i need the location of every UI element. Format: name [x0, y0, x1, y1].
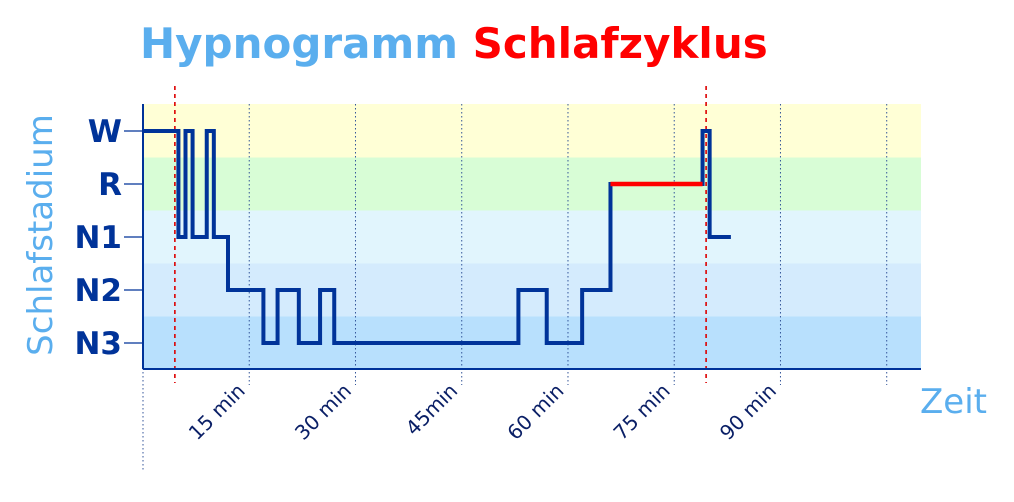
x-tick-label: 45min — [401, 379, 463, 441]
stage-label-w: W — [88, 114, 122, 150]
x-axis-label: Zeit — [920, 382, 987, 422]
x-tick-label: 75 min — [609, 379, 675, 445]
y-axis-label: Schlafstadium — [21, 114, 61, 356]
x-tick-label: 60 min — [502, 379, 568, 445]
band-r — [143, 157, 921, 211]
title-hypnogramm: Hypnogramm — [140, 19, 458, 68]
stage-bands — [143, 104, 921, 369]
chart-title: Hypnogramm Schlafzyklus — [140, 19, 768, 68]
stage-label-n2: N2 — [74, 273, 122, 309]
axes — [124, 104, 921, 370]
x-tick-label: 30 min — [290, 379, 356, 445]
band-w — [143, 104, 921, 158]
stage-label-r: R — [98, 167, 122, 203]
band-n3 — [143, 316, 921, 369]
x-tick-label: 90 min — [715, 379, 781, 445]
hypnogram-series — [143, 129, 731, 345]
title-schlafzyklus: Schlafzyklus — [473, 19, 768, 68]
stage-label-n1: N1 — [74, 220, 122, 256]
band-n1 — [143, 210, 921, 264]
x-tick-labels: 15 min 30 min 45min 60 min 75 min 90 min — [184, 379, 781, 445]
stage-label-n3: N3 — [74, 326, 122, 362]
cycle-markers — [174, 86, 707, 383]
hypnogram-line — [143, 129, 731, 345]
stage-labels: WR N1 N2 N3 — [74, 114, 122, 362]
x-tick-label: 15 min — [184, 379, 250, 445]
